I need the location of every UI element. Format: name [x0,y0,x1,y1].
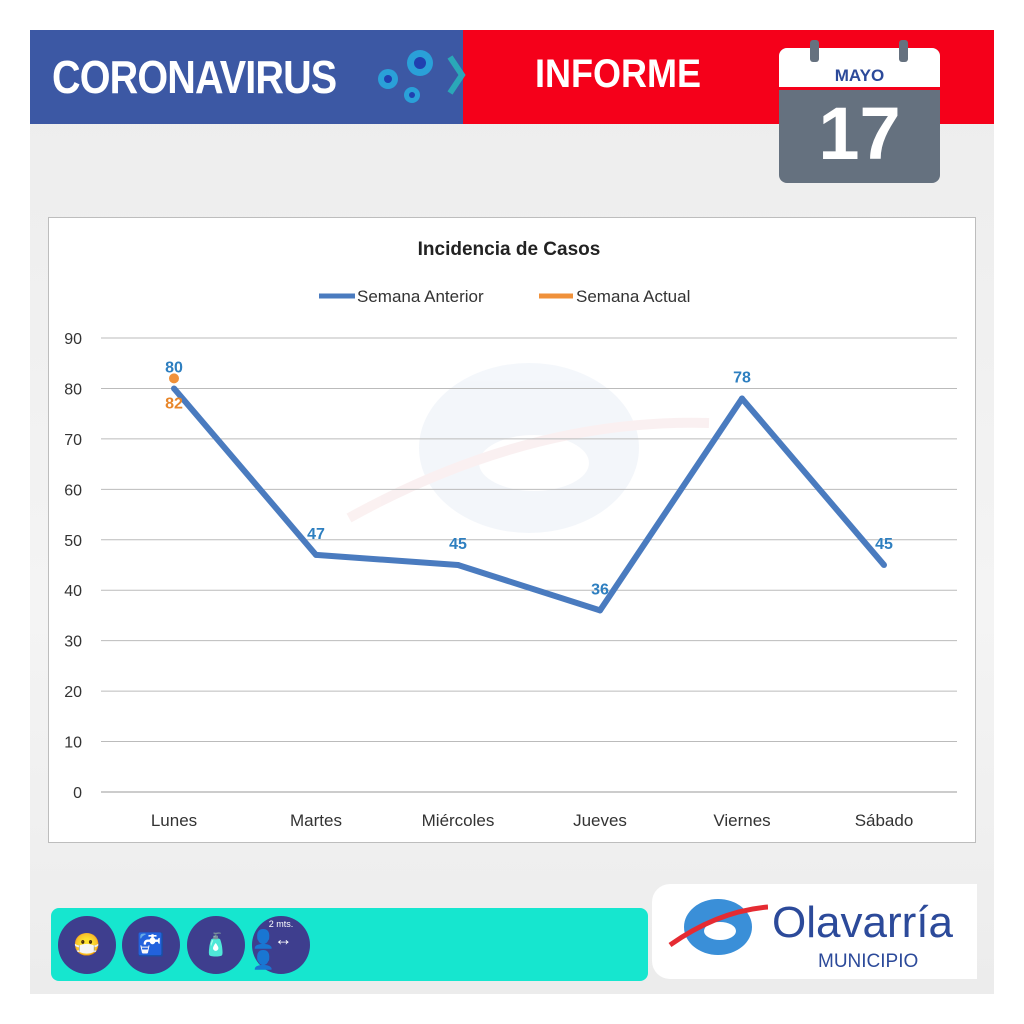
y-tick-label: 70 [64,432,82,449]
distance-icon: 2 mts. 👤↔👤 [252,916,310,974]
legend-label-curr: Semana Actual [576,287,690,306]
logo-mark-icon [668,899,768,955]
data-point-prev [313,551,319,558]
data-point-prev [739,395,745,402]
calendar-ring [810,40,819,62]
data-point-prev [171,385,177,392]
data-label: 78 [733,370,751,387]
y-tick-label: 40 [64,583,82,600]
series-line-0 [171,386,887,614]
mask-icon: 😷 [58,916,116,974]
calendar-month: MAYO [779,48,940,90]
chart-legend: Semana Anterior Semana Actual [319,287,690,306]
data-label: 82 [165,395,183,412]
data-point-prev [597,607,603,614]
header-subtitle: INFORME [535,52,701,96]
data-label: 80 [165,359,183,376]
data-point-curr [169,373,179,384]
logo-name: Olavarría [772,898,953,947]
data-label: 36 [591,581,609,598]
y-tick-label: 0 [73,785,82,802]
calendar-ring [899,40,908,62]
distance-label: 2 mts. [268,919,294,929]
legend-label-prev: Semana Anterior [357,287,484,306]
sanitizer-icon: 🧴 [187,916,245,974]
x-tick-label: Miércoles [422,811,495,830]
x-tick-label: Martes [290,811,342,830]
y-tick-label: 90 [64,331,82,348]
header-title: CORONAVIRUS [52,51,337,103]
data-label: 45 [875,536,893,553]
y-tick-label: 60 [64,482,82,499]
data-label: 45 [449,536,467,553]
virus-icon [378,50,466,103]
x-tick-label: Jueves [573,811,627,830]
x-tick-label: Viernes [713,811,770,830]
x-tick-label: Lunes [151,811,197,830]
y-tick-label: 10 [64,735,82,752]
y-tick-label: 20 [64,684,82,701]
logo-sub: MUNICIPIO [818,951,919,972]
line-chart: Incidencia de Casos Semana Anterior Sema… [64,239,957,830]
handwash-icon: 🚰 [122,916,180,974]
chart-title: Incidencia de Casos [418,239,601,260]
y-tick-label: 30 [64,634,82,651]
data-point-prev [881,562,887,568]
calendar-icon: MAYO 17 [779,48,940,183]
chart-panel: Incidencia de Casos Semana Anterior Sema… [48,217,976,843]
y-tick-label: 50 [64,533,82,550]
x-tick-label: Sábado [855,811,914,830]
watermark-logo-image [346,363,710,533]
y-tick-label: 80 [64,381,82,398]
calendar-day: 17 [818,92,901,175]
data-label: 47 [307,526,325,543]
data-point-prev [455,562,461,568]
